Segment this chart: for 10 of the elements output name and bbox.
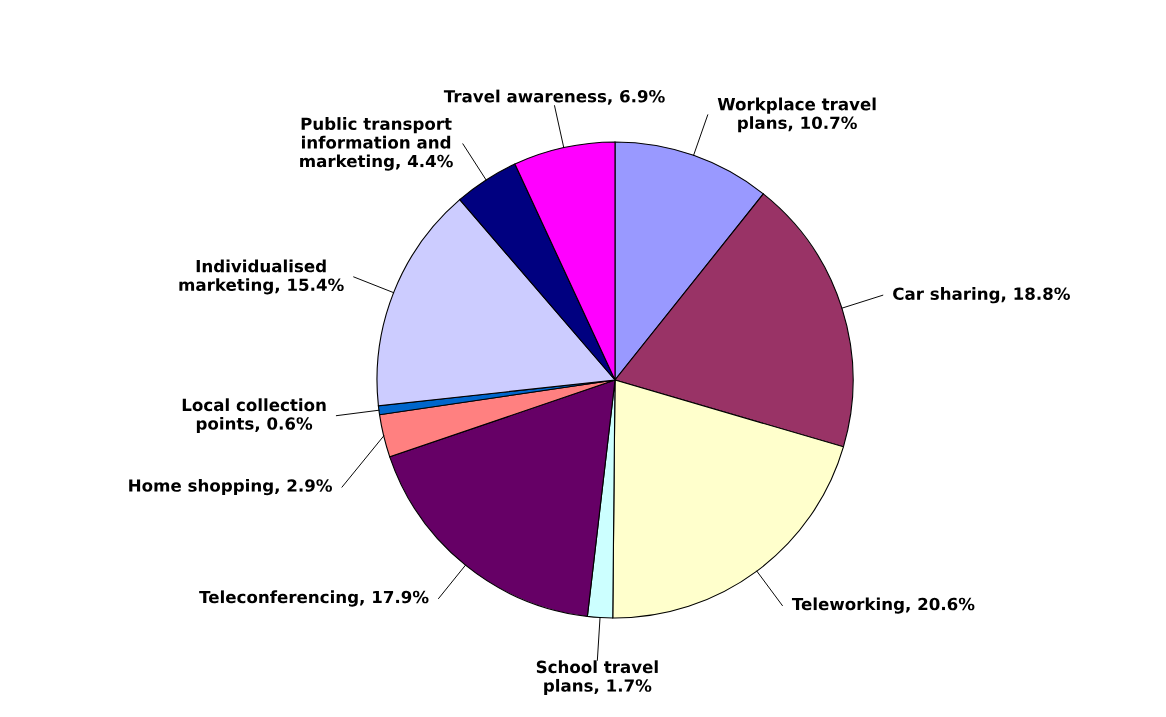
slice-label: School travel plans, 1.7% [536,660,658,696]
slice-label: Workplace travel plans, 10.7% [717,97,876,133]
slice-label: Teleconferencing, 17.9% [199,590,429,607]
slice-label: Home shopping, 2.9% [129,478,332,496]
slice-label: Individualised marketing, 15.4% [179,259,344,295]
slice-label: Travel awareness, 6.9% [443,89,665,105]
slice-label: Public transport information and marketing, 4.4% [300,117,453,171]
slice-label: Car sharing, 18.8% [893,287,1070,304]
slice-label: Local collection points, 0.6% [182,398,326,434]
slice-label: Teleworking, 20.6% [791,597,975,614]
